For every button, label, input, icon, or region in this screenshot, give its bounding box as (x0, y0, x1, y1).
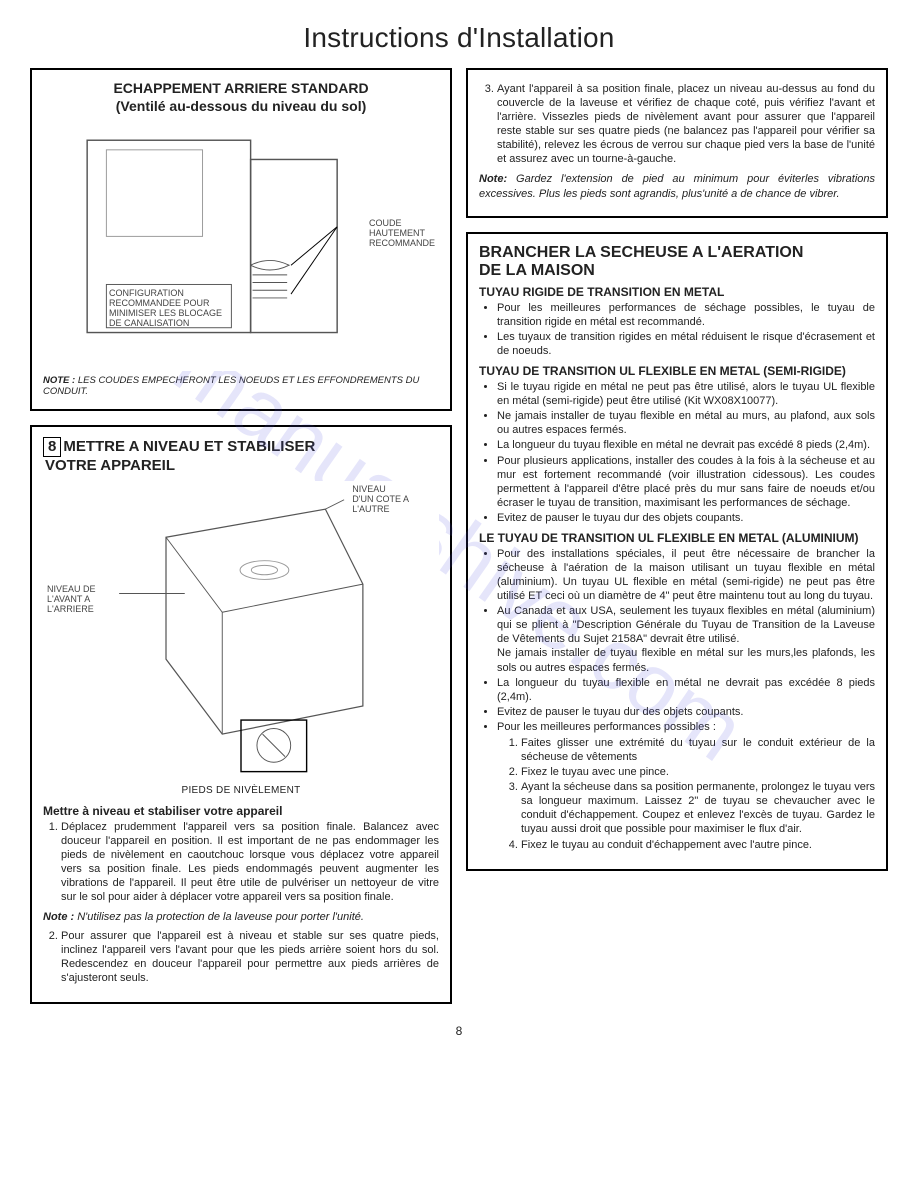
exhaust-figure: COUDE HAUTEMENT RECOMMANDE CONFIGURATION… (43, 121, 439, 371)
top-note: Note: Gardez l'extension de pied au mini… (479, 172, 875, 201)
level-note1: Note : N'utilisez pas la protection de l… (43, 910, 439, 924)
sub3-b3: La longueur du tuyau flexible en métal n… (497, 676, 875, 704)
config-l1: CONFIGURATION (109, 288, 184, 298)
config-l2: RECOMMANDEE POUR (109, 298, 210, 308)
elbow-l2: HAUTEMENT (369, 228, 425, 238)
sub3-b2b-text: Ne jamais installer de tuyau flexible en… (497, 647, 875, 673)
two-column-layout: ECHAPPEMENT ARRIERE STANDARD (Ventilé au… (30, 68, 888, 1018)
level-box: 8METTRE A NIVEAU ET STABILISER VOTRE APP… (30, 425, 452, 1004)
sub2-head: TUYAU DE TRANSITION UL FLEXIBLE EN METAL… (479, 364, 875, 378)
sub1-head: TUYAU RIGIDE DE TRANSITION EN METAL (479, 285, 875, 299)
sub3-b2-text: Au Canada et aux USA, seulement les tuya… (497, 605, 875, 645)
front-l2: L'AVANT A (47, 594, 90, 604)
exhaust-box: ECHAPPEMENT ARRIERE STANDARD (Ventilé au… (30, 68, 452, 411)
exhaust-title: ECHAPPEMENT ARRIERE STANDARD (Ventilé au… (43, 80, 439, 115)
connect-h2: DE LA MAISON (479, 262, 595, 279)
front-l1: NIVEAU DE (47, 584, 96, 594)
sub3-b1: Pour des installations spéciales, il peu… (497, 547, 875, 603)
sub3-steps: Faites glisser une extrémité du tuyau su… (497, 736, 875, 852)
top-note-body: Gardez l'extension de pied au minimum po… (479, 173, 875, 199)
config-l4: DE CANALISATION (109, 318, 189, 328)
connect-heading: BRANCHER LA SECHEUSE A L'AERATION DE LA … (479, 244, 875, 281)
sub3-s2: Fixez le tuyau avec une pince. (521, 765, 875, 779)
config-label: CONFIGURATION RECOMMANDEE POUR MINIMISER… (109, 289, 222, 329)
feet-caption: PIEDS DE NIVÈLEMENT (43, 785, 439, 796)
sub3-list: Pour des installations spéciales, il peu… (479, 547, 875, 852)
exhaust-note-body: LES COUDES EMPECHERONT LES NOEUDS ET LES… (43, 375, 419, 397)
sub3-b4: Evitez de pauser le tuyau dur des objets… (497, 705, 875, 719)
sub1-list: Pour les meilleures performances de séch… (479, 301, 875, 358)
sub2-b2: Ne jamais installer de tuyau flexible en… (497, 409, 875, 437)
exhaust-note-label: NOTE : (43, 375, 75, 386)
level-heading-l1: METTRE A NIVEAU ET STABILISER (63, 438, 315, 455)
exhaust-note: NOTE : LES COUDES EMPECHERONT LES NOEUDS… (43, 375, 439, 398)
step3-list: Ayant l'appareil à sa position finale, p… (479, 82, 875, 166)
front-l3: L'ARRIERE (47, 604, 94, 614)
config-l3: MINIMISER LES BLOCAGE (109, 308, 222, 318)
side-l3: L'AUTRE (352, 504, 389, 514)
level-note1-label: Note : (43, 911, 74, 923)
level-heading: 8METTRE A NIVEAU ET STABILISER VOTRE APP… (43, 437, 439, 475)
connect-h1: BRANCHER LA SECHEUSE A L'AERATION (479, 244, 803, 261)
right-column: Ayant l'appareil à sa position finale, p… (466, 68, 888, 885)
sub2-list: Si le tuyau rigide en métal ne peut pas … (479, 380, 875, 525)
step3-text: Ayant l'appareil à sa position finale, p… (497, 82, 875, 166)
elbow-label: COUDE HAUTEMENT RECOMMANDE (369, 219, 435, 249)
elbow-l3: RECOMMANDE (369, 238, 435, 248)
page-title: Instructions d'Installation (30, 22, 888, 54)
level-figure: NIVEAU D'UN COTE A L'AUTRE NIVEAU DE L'A… (43, 481, 439, 781)
top-continuation-box: Ayant l'appareil à sa position finale, p… (466, 68, 888, 218)
sub2-b3: La longueur du tuyau flexible en métal n… (497, 438, 875, 452)
front-level-label: NIVEAU DE L'AVANT A L'ARRIERE (47, 585, 96, 615)
level-steps-list: Déplacez prudemment l'appareil vers sa p… (43, 820, 439, 904)
level-subhead: Mettre à niveau et stabiliser votre appa… (43, 804, 439, 818)
sub3-head: LE TUYAU DE TRANSITION UL FLEXIBLE EN ME… (479, 531, 875, 545)
page-number: 8 (30, 1024, 888, 1038)
sub1-b2: Les tuyaux de transition rigides en méta… (497, 330, 875, 358)
sub3-s3: Ayant la sécheuse dans sa position perma… (521, 780, 875, 836)
side-l1: NIVEAU (352, 484, 386, 494)
sub2-b4: Pour plusieurs applications, installer d… (497, 454, 875, 510)
side-l2: D'UN COTE A (352, 494, 409, 504)
exhaust-title-l2: (Ventilé au-dessous du niveau du sol) (116, 98, 367, 114)
step-number: 8 (43, 437, 61, 457)
level-step1: Déplacez prudemment l'appareil vers sa p… (61, 820, 439, 904)
sub1-b1: Pour les meilleures performances de séch… (497, 301, 875, 329)
top-note-label: Note: (479, 173, 507, 185)
sub2-b1: Si le tuyau rigide en métal ne peut pas … (497, 380, 875, 408)
level-heading-l2: VOTRE APPAREIL (43, 457, 175, 474)
sub3-b2: Au Canada et aux USA, seulement les tuya… (497, 604, 875, 674)
elbow-l1: COUDE (369, 218, 402, 228)
sub3-b5: Pour les meilleures performances possibl… (497, 720, 875, 852)
sub3-s1: Faites glisser une extrémité du tuyau su… (521, 736, 875, 764)
sub3-b5-text: Pour les meilleures performances possibl… (497, 721, 716, 733)
level-diagram-icon (43, 481, 439, 781)
left-column: ECHAPPEMENT ARRIERE STANDARD (Ventilé au… (30, 68, 452, 1018)
sub2-b5: Evitez de pauser le tuyau dur des objets… (497, 511, 875, 525)
level-note1-body: N'utilisez pas la protection de la laveu… (77, 911, 364, 923)
exhaust-title-l1: ECHAPPEMENT ARRIERE STANDARD (113, 80, 368, 96)
sub3-s4: Fixez le tuyau au conduit d'échappement … (521, 838, 875, 852)
level-steps-list2: Pour assurer que l'appareil est à niveau… (43, 929, 439, 985)
connect-box: BRANCHER LA SECHEUSE A L'AERATION DE LA … (466, 232, 888, 871)
side-level-label: NIVEAU D'UN COTE A L'AUTRE (352, 485, 409, 515)
level-step2: Pour assurer que l'appareil est à niveau… (61, 929, 439, 985)
